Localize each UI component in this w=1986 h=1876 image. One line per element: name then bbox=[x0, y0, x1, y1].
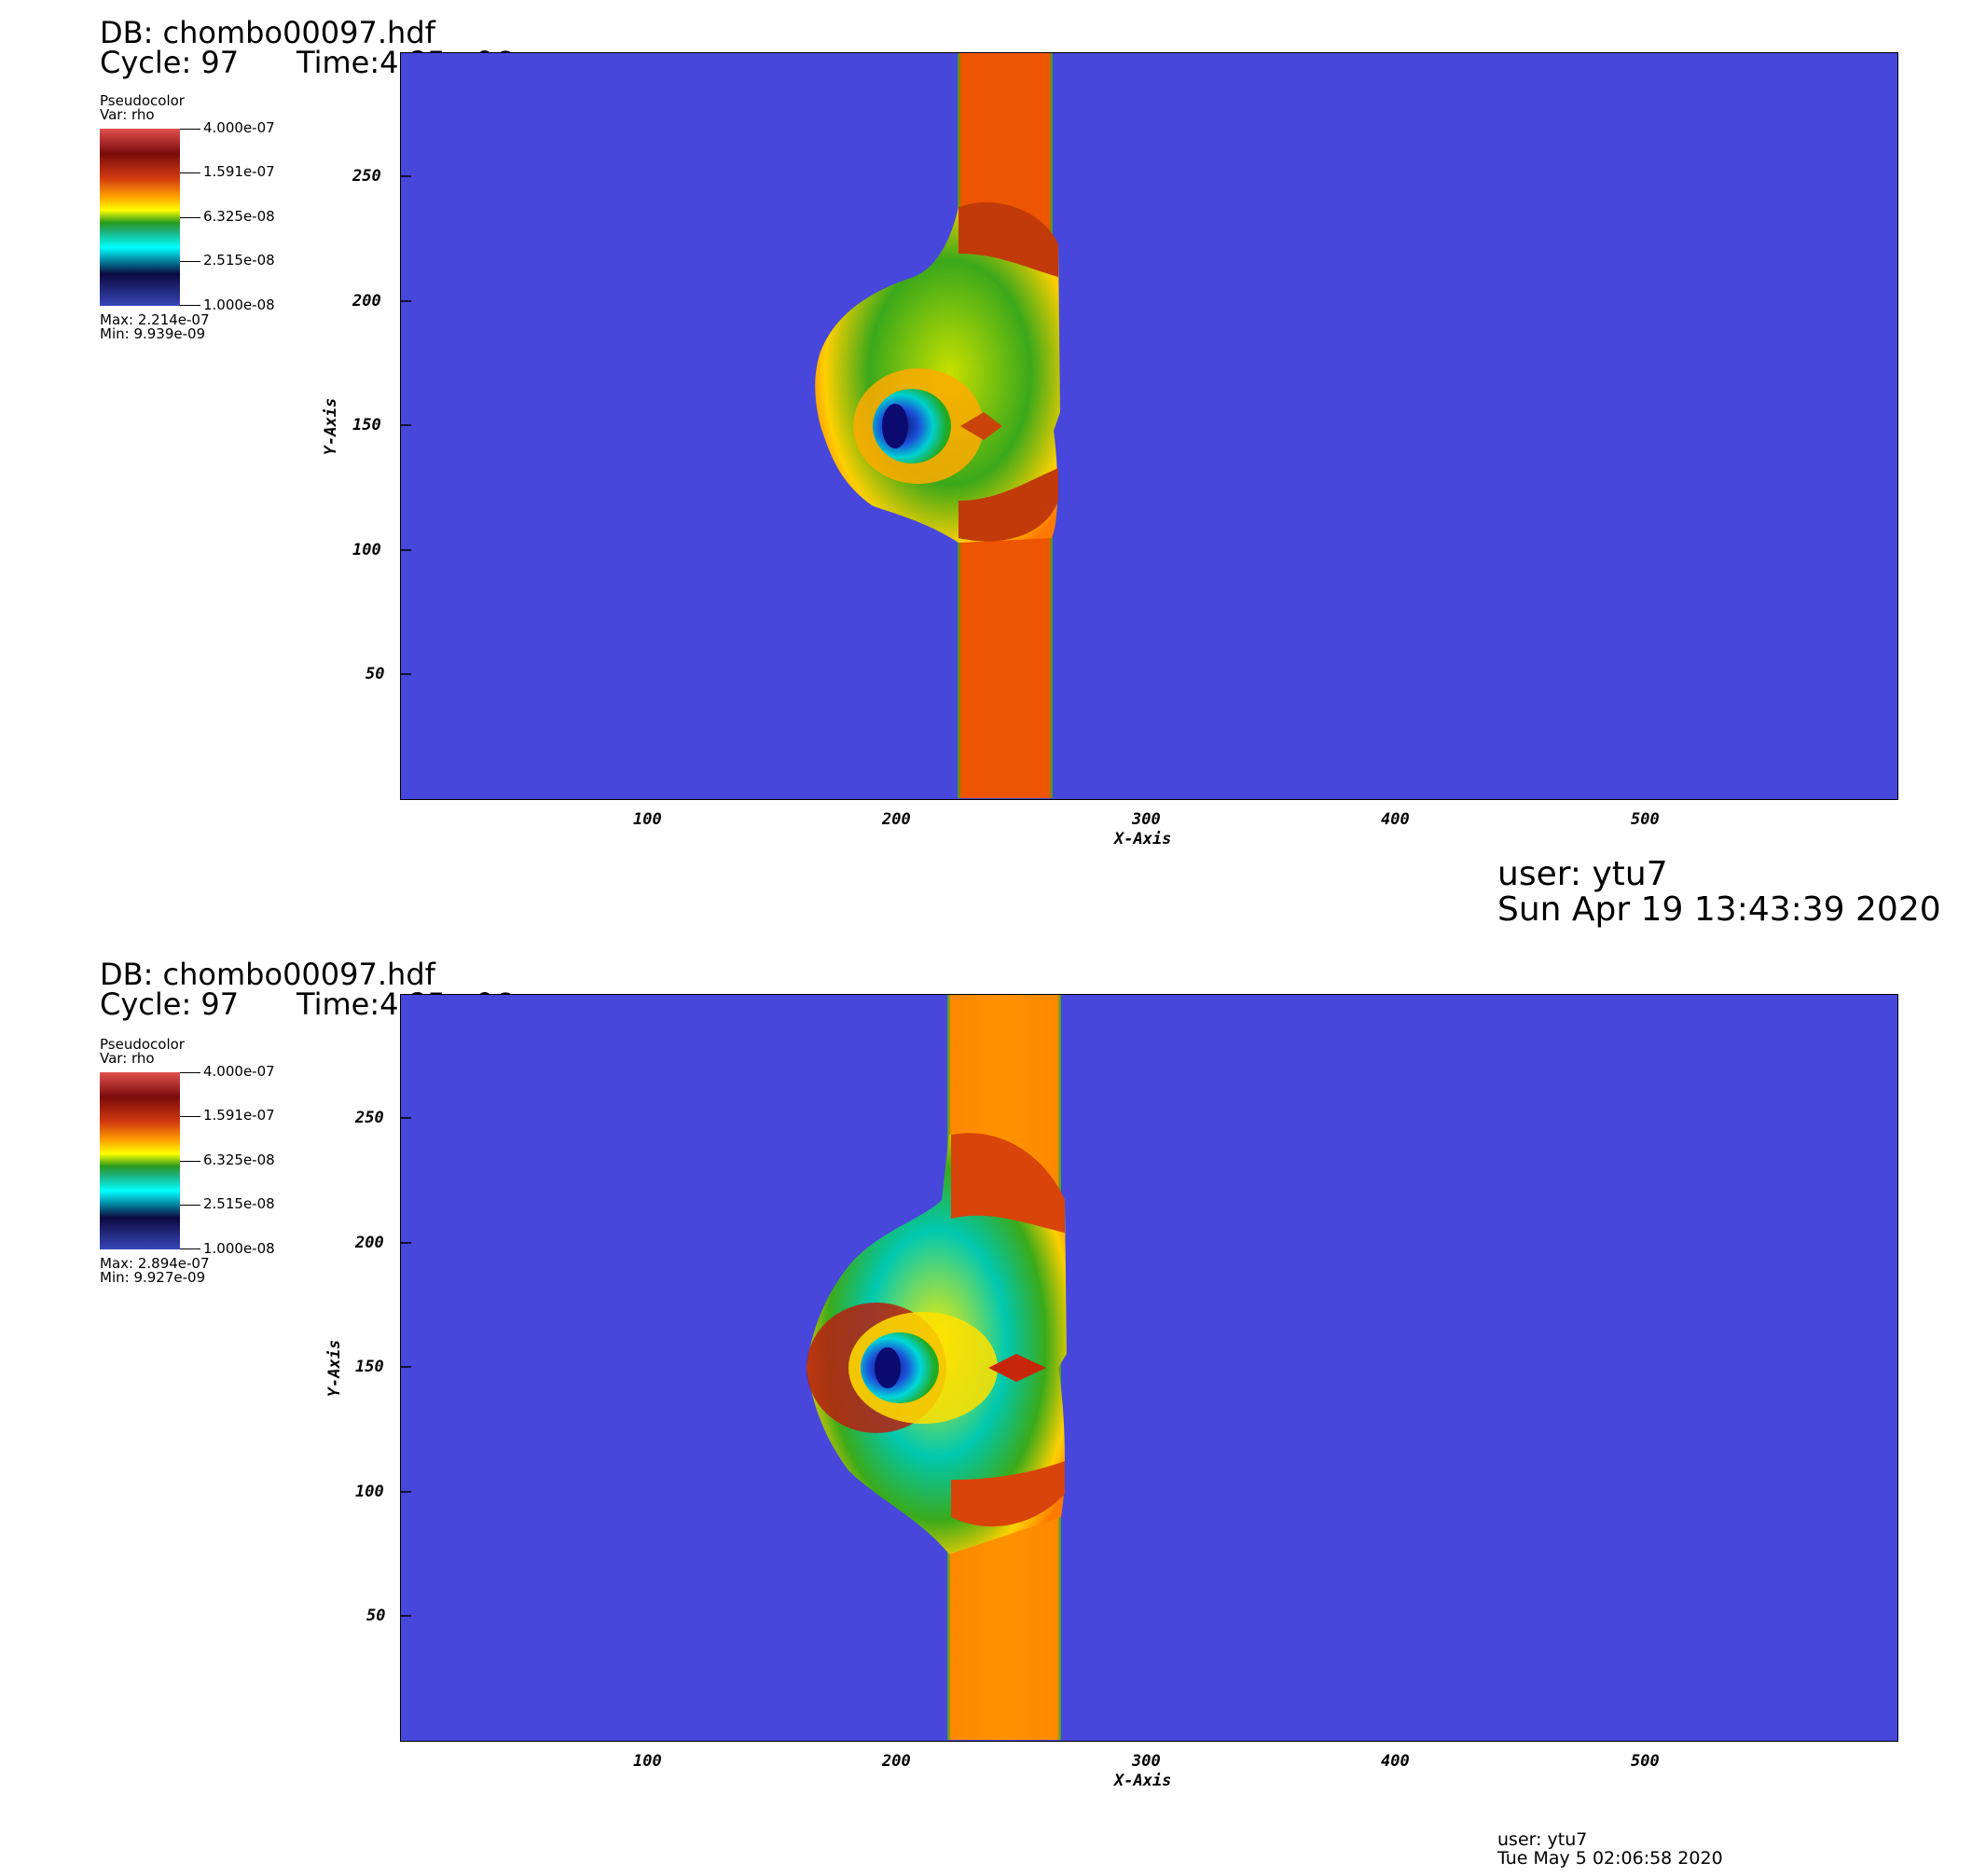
x-tick-label: 400 bbox=[1381, 1752, 1410, 1771]
lower-lobe bbox=[951, 1461, 1065, 1527]
y-axis-ticks bbox=[400, 1117, 411, 1617]
y-axis-title: Y-Axis bbox=[322, 397, 341, 456]
cycle-label: Cycle: 97 bbox=[100, 986, 240, 1022]
x-tick-label: 100 bbox=[633, 810, 662, 829]
timestamp-label: Tue May 5 02:06:58 2020 bbox=[1497, 1848, 1723, 1869]
color-bar-label: 4.000e-07 bbox=[203, 119, 275, 136]
density-field bbox=[401, 53, 1896, 798]
core-center bbox=[882, 404, 908, 448]
color-bar bbox=[100, 1072, 180, 1249]
y-axis-ticks bbox=[400, 175, 411, 675]
color-bar-label: 1.000e-08 bbox=[203, 1240, 275, 1257]
color-bar-label: 1.591e-07 bbox=[203, 1107, 275, 1124]
tail-spike bbox=[988, 1354, 1046, 1382]
color-bar-tick bbox=[180, 129, 200, 130]
color-bar-label: 1.000e-08 bbox=[203, 297, 275, 313]
tail-spike bbox=[960, 412, 1002, 440]
color-bar-tick bbox=[180, 1248, 200, 1249]
x-tick-label: 200 bbox=[882, 810, 911, 829]
color-bar-label: 2.515e-08 bbox=[203, 1195, 275, 1212]
x-axis-title: X-Axis bbox=[1114, 830, 1172, 848]
x-tick-label: 500 bbox=[1631, 1752, 1660, 1771]
user-label: user: ytu7 bbox=[1497, 1829, 1588, 1850]
x-tick-label: 400 bbox=[1381, 810, 1410, 829]
ambient-region bbox=[401, 53, 1896, 798]
legend-max: Max: 2.214e-07 bbox=[100, 311, 210, 328]
legend-max: Max: 2.894e-07 bbox=[100, 1255, 210, 1272]
color-bar-tick bbox=[180, 261, 200, 262]
user-label: user: ytu7 bbox=[1497, 855, 1668, 893]
timestamp-label: Sun Apr 19 13:43:39 2020 bbox=[1497, 890, 1941, 929]
color-bar-tick bbox=[180, 217, 200, 218]
plot-area bbox=[400, 994, 1898, 1742]
y-tick-label: 100 bbox=[355, 1483, 384, 1501]
color-bar-label: 1.591e-07 bbox=[203, 163, 275, 180]
color-bar bbox=[100, 129, 180, 306]
color-bar-label: 2.515e-08 bbox=[203, 252, 275, 269]
upper-lobe bbox=[951, 1133, 1065, 1233]
legend-plot-type: Pseudocolor bbox=[100, 1036, 185, 1053]
color-bar-label: 6.325e-08 bbox=[203, 208, 275, 225]
y-tick-label: 250 bbox=[355, 1109, 384, 1127]
color-bar-label: 6.325e-08 bbox=[203, 1152, 275, 1168]
core-center bbox=[875, 1347, 901, 1388]
x-tick-label: 300 bbox=[1132, 1752, 1161, 1771]
color-bar-tick bbox=[180, 1161, 200, 1162]
y-tick-label: 50 bbox=[365, 665, 385, 683]
y-tick-label: 250 bbox=[352, 167, 381, 186]
color-bar-tick bbox=[180, 1205, 200, 1206]
y-tick-label: 50 bbox=[366, 1607, 386, 1625]
color-bar-tick bbox=[180, 172, 200, 173]
legend-var: Var: rho bbox=[100, 1050, 155, 1067]
y-tick-label: 200 bbox=[355, 1234, 384, 1252]
color-bar-label: 4.000e-07 bbox=[203, 1063, 275, 1080]
y-tick-label: 200 bbox=[352, 292, 381, 310]
y-tick-label: 100 bbox=[352, 541, 381, 559]
y-axis-title: Y-Axis bbox=[325, 1339, 345, 1398]
y-axis bbox=[400, 52, 411, 804]
x-axis-title: X-Axis bbox=[1114, 1772, 1172, 1790]
y-tick-label: 150 bbox=[355, 1358, 384, 1376]
legend-min: Min: 9.939e-09 bbox=[100, 325, 206, 342]
legend-var: Var: rho bbox=[100, 106, 155, 123]
legend-min: Min: 9.927e-09 bbox=[100, 1269, 206, 1286]
upper-lobe bbox=[959, 201, 1058, 277]
db-label: DB: chombo00097.hdf bbox=[100, 957, 435, 992]
db-label: DB: chombo00097.hdf bbox=[100, 15, 435, 50]
color-bar-tick bbox=[180, 1072, 200, 1073]
x-tick-label: 200 bbox=[882, 1752, 911, 1771]
x-tick-label: 500 bbox=[1631, 810, 1660, 829]
y-tick-label: 150 bbox=[352, 416, 381, 435]
y-axis bbox=[400, 994, 411, 1745]
color-bar-tick bbox=[180, 1116, 200, 1117]
color-bar-tick bbox=[180, 305, 200, 306]
plot-panel-top: DB: chombo00097.hdf Cycle: 97 Time:4.85e… bbox=[0, 0, 1986, 937]
cycle-label: Cycle: 97 bbox=[100, 45, 240, 80]
legend-plot-type: Pseudocolor bbox=[100, 92, 185, 109]
x-tick-label: 100 bbox=[633, 1752, 662, 1771]
plot-area bbox=[400, 52, 1898, 800]
plot-panel-bottom: DB: chombo00097.hdf Cycle: 97 Time:4.85e… bbox=[0, 937, 1986, 1876]
x-tick-label: 300 bbox=[1132, 810, 1161, 829]
lower-lobe bbox=[959, 468, 1058, 542]
density-field bbox=[401, 995, 1896, 1740]
ambient-region bbox=[401, 995, 1896, 1740]
